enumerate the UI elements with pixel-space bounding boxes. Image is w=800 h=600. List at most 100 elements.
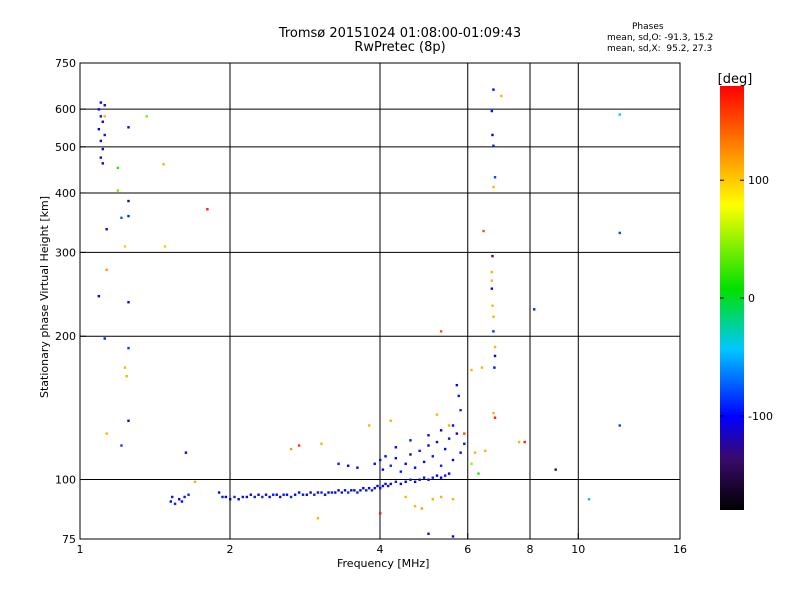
data-point — [98, 128, 100, 130]
x-tick-label: 2 — [227, 543, 234, 556]
data-point — [444, 474, 446, 476]
y-tick-label: 300 — [55, 246, 76, 259]
x-tick-label: 4 — [377, 543, 384, 556]
data-point — [491, 287, 493, 289]
data-point — [619, 424, 621, 426]
data-point — [491, 305, 493, 307]
colorbar-unit: [deg] — [718, 72, 753, 87]
data-point — [127, 200, 129, 202]
data-point — [491, 279, 493, 281]
data-point — [456, 384, 458, 386]
x-tick-label: 10 — [571, 543, 585, 556]
data-point — [317, 517, 319, 519]
data-point — [272, 494, 274, 496]
data-point — [452, 459, 454, 461]
data-point — [387, 485, 389, 487]
data-point — [344, 489, 346, 491]
data-point — [104, 115, 106, 117]
data-point — [320, 443, 322, 445]
data-point — [492, 88, 494, 90]
data-point — [452, 535, 454, 537]
data-point — [242, 496, 244, 498]
data-point — [423, 461, 425, 463]
data-point — [229, 498, 231, 500]
data-point — [127, 347, 129, 349]
colorbar-tick-label: 100 — [748, 174, 769, 187]
data-point — [104, 104, 106, 106]
data-point — [282, 494, 284, 496]
x-tick-label: 6 — [464, 543, 471, 556]
data-point — [105, 269, 107, 271]
data-point — [440, 429, 442, 431]
x-tick-label: 8 — [527, 543, 534, 556]
data-point — [436, 413, 438, 415]
data-point — [493, 366, 495, 368]
data-point — [518, 441, 520, 443]
data-point — [491, 255, 493, 257]
data-point — [302, 494, 304, 496]
data-point — [334, 491, 336, 493]
data-point — [105, 228, 107, 230]
data-point — [98, 295, 100, 297]
data-point — [414, 466, 416, 468]
data-point — [102, 162, 104, 164]
data-point — [102, 121, 104, 123]
data-point — [324, 494, 326, 496]
y-tick-label: 75 — [62, 533, 76, 546]
data-point — [124, 366, 126, 368]
data-point — [390, 420, 392, 422]
data-point — [452, 498, 454, 500]
data-point — [102, 148, 104, 150]
data-point — [554, 468, 556, 470]
data-point — [127, 126, 129, 128]
data-point — [356, 491, 358, 493]
data-point — [414, 481, 416, 483]
data-point — [368, 487, 370, 489]
data-point — [440, 465, 442, 467]
data-point — [491, 134, 493, 136]
data-point — [359, 489, 361, 491]
x-tick-label: 1 — [77, 543, 84, 556]
data-point — [448, 472, 450, 474]
data-point — [162, 163, 164, 165]
data-point — [491, 271, 493, 273]
data-point — [279, 496, 281, 498]
data-point — [421, 507, 423, 509]
data-point — [100, 156, 102, 158]
data-point — [126, 375, 128, 377]
data-point — [463, 443, 465, 445]
data-point — [427, 533, 429, 535]
data-point — [470, 369, 472, 371]
data-point — [187, 494, 189, 496]
data-point — [286, 494, 288, 496]
y-tick-label: 200 — [55, 330, 76, 343]
data-point — [362, 487, 364, 489]
data-point — [619, 232, 621, 234]
data-point — [384, 455, 386, 457]
data-point — [257, 494, 259, 496]
y-tick-label: 750 — [55, 57, 76, 70]
data-point — [491, 110, 493, 112]
data-point — [494, 346, 496, 348]
x-axis: 1 2 4 6 8 10 16 — [77, 533, 688, 556]
data-point — [100, 115, 102, 117]
data-point — [350, 489, 352, 491]
data-point — [418, 479, 420, 481]
grid-lines — [80, 63, 680, 539]
data-point — [233, 496, 235, 498]
data-point — [484, 450, 486, 452]
data-point — [459, 409, 461, 411]
data-point — [418, 450, 420, 452]
data-point — [452, 424, 454, 426]
data-point — [337, 489, 339, 491]
data-point — [459, 451, 461, 453]
x-tick-label: 16 — [673, 543, 687, 556]
data-point — [432, 498, 434, 500]
data-point — [327, 491, 329, 493]
data-point — [423, 476, 425, 478]
data-point — [390, 465, 392, 467]
data-point — [104, 134, 106, 136]
data-point — [181, 500, 183, 502]
data-point — [395, 481, 397, 483]
